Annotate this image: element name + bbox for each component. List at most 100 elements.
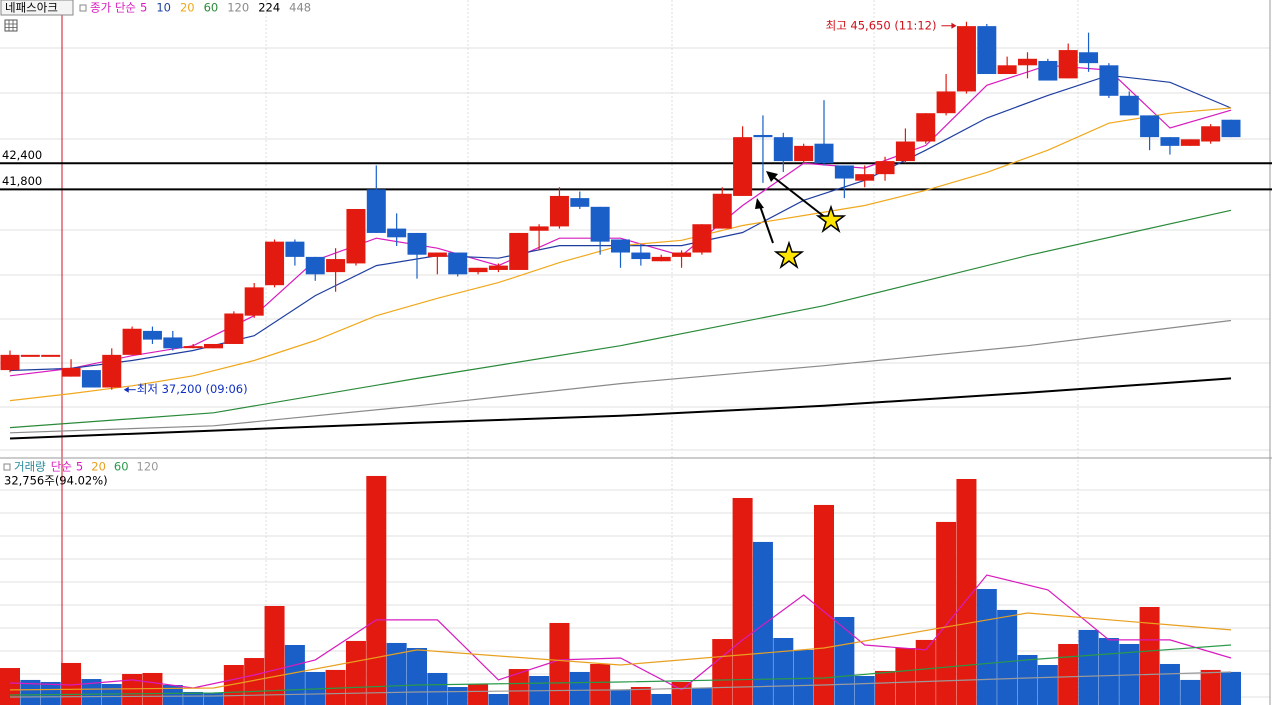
candle-body <box>1099 65 1119 96</box>
volume-bar <box>834 617 855 705</box>
moving-average-line <box>9 574 1232 691</box>
legend-entry: 20 <box>91 460 106 474</box>
volume-bar <box>773 638 794 705</box>
candle-body <box>122 328 142 355</box>
candle-body <box>163 337 183 349</box>
moving-average-line <box>9 209 1232 429</box>
candle-body <box>855 174 875 181</box>
volume-bar <box>651 693 672 705</box>
legend-prefix: 단순 <box>51 460 72 474</box>
legend-entry: 120 <box>227 1 249 15</box>
volume-bar <box>284 644 305 705</box>
moving-average-line <box>9 319 1232 434</box>
arrow-head <box>766 171 778 182</box>
volume-readout: 32,756주(94.02%) <box>4 474 108 488</box>
candle-body <box>285 241 305 257</box>
volume-bar <box>427 672 448 705</box>
title-box <box>0 0 74 16</box>
candle-body <box>183 346 203 349</box>
star <box>773 240 805 270</box>
volume-panel <box>0 475 1241 705</box>
candle-body <box>611 239 630 253</box>
candle-body <box>427 252 447 257</box>
volume-bar <box>162 684 183 705</box>
volume-bar <box>956 478 977 705</box>
candle-body <box>977 26 997 75</box>
legend: 네패스아크 종가 단순 5 10 20 60 120 224 448 거래량 단순 5 20 60 120 3… <box>0 0 311 488</box>
volume-bar <box>569 671 590 705</box>
candle-body <box>712 193 732 229</box>
candle-body <box>326 259 346 273</box>
legend-entry: 10 <box>156 1 171 15</box>
candle-body <box>61 367 81 377</box>
candle-body <box>1201 126 1221 142</box>
candle-body <box>895 141 915 162</box>
volume-bar <box>447 687 468 705</box>
candle-body <box>570 198 590 207</box>
candle-body <box>366 189 386 233</box>
candle-body <box>875 161 895 175</box>
candle-body <box>773 137 793 162</box>
candle-body <box>590 206 610 242</box>
candle-body <box>651 256 671 262</box>
volume-bar <box>671 681 692 705</box>
candle-body <box>549 195 569 227</box>
legend-bullet <box>3 463 11 471</box>
legend-bullet <box>79 4 87 12</box>
candle-body <box>20 354 40 357</box>
volume-bar <box>895 648 916 705</box>
volume-bar <box>732 497 753 705</box>
candle-body <box>814 143 834 164</box>
candle-body <box>41 354 61 357</box>
candle-body <box>733 137 753 196</box>
candle-body <box>224 313 244 344</box>
volume-bar <box>0 668 20 705</box>
moving-average-line <box>9 612 1232 691</box>
volume-bar <box>345 640 366 705</box>
icon <box>4 19 18 32</box>
moving-average-line <box>9 644 1232 696</box>
candle-body <box>244 287 264 316</box>
candle-body <box>916 113 936 142</box>
volume-bar <box>549 622 570 705</box>
volume-bar <box>203 692 224 705</box>
candle-body <box>488 265 508 270</box>
legend-entry: 448 <box>289 1 311 15</box>
level-label: 41,800 <box>2 174 42 188</box>
candle-body <box>1119 95 1139 116</box>
volume-bar <box>244 658 265 705</box>
volume-bar <box>997 609 1018 705</box>
candle-body <box>1018 58 1037 66</box>
candle-body <box>631 252 651 260</box>
moving-average-line <box>9 377 1232 440</box>
legend-entry: 60 <box>114 460 129 474</box>
volume-bar <box>1139 607 1160 705</box>
price-panel: 42,400 41,800 최고 45,650 (11:12) 최저 37,200 (… <box>0 18 1272 440</box>
candle-body <box>142 330 162 340</box>
arrow <box>771 175 827 219</box>
candle-body <box>936 91 956 114</box>
candle-body <box>1079 52 1099 64</box>
volume-bar <box>691 688 712 705</box>
candle-body <box>529 226 549 231</box>
volume-bar <box>1058 643 1079 705</box>
candle-body <box>387 228 407 238</box>
volume-bar <box>488 693 509 705</box>
candle-body <box>1221 119 1241 138</box>
volume-bar <box>590 663 611 705</box>
volume-bar <box>630 687 651 705</box>
drawing-annotations <box>755 171 847 270</box>
icon <box>5 20 17 31</box>
candle-body <box>407 232 427 255</box>
legend-entry: 5 <box>140 1 147 15</box>
candle-body <box>509 232 529 270</box>
candle-body <box>753 134 773 138</box>
volume-bar <box>712 639 733 705</box>
volume-title: 거래량 <box>14 460 46 474</box>
annotation: 최저 37,200 (09:06) <box>137 382 248 396</box>
candle-body <box>448 252 468 275</box>
volume-bar <box>20 679 41 705</box>
